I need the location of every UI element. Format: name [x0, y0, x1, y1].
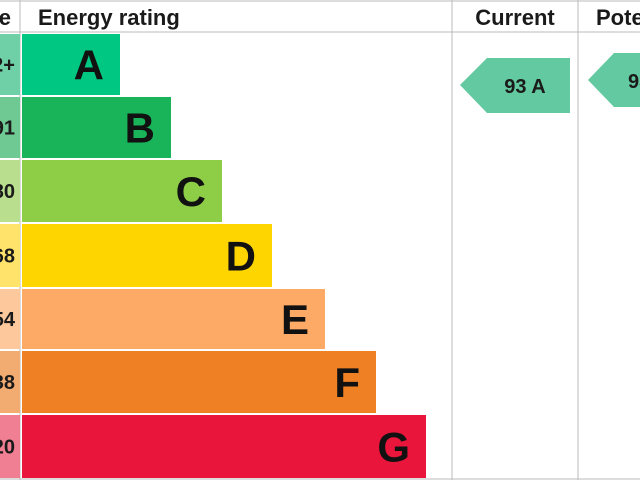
score-cell	[0, 34, 20, 95]
band-letter: A	[74, 42, 104, 89]
band-letter: F	[334, 359, 360, 406]
band-letter: D	[226, 233, 256, 280]
current-header: Current	[475, 5, 555, 30]
rating-band	[22, 415, 426, 478]
score-cell	[0, 160, 20, 222]
current-rating: 93 A	[504, 76, 546, 98]
score-range: 55-68	[0, 246, 15, 268]
score-range: 69-80	[0, 181, 15, 203]
rating-header: Energy rating	[38, 5, 180, 30]
rating-band	[22, 160, 222, 222]
band-letter: B	[125, 105, 155, 152]
score-range: 39-54	[0, 309, 16, 331]
score-range: 21-38	[0, 372, 15, 394]
potential-header: Potential	[596, 5, 640, 30]
score-cell	[0, 97, 20, 158]
rating-band	[22, 289, 325, 349]
band-letter: G	[377, 424, 410, 471]
band-letter: E	[281, 296, 309, 343]
rating-band	[22, 97, 171, 158]
rating-band	[22, 34, 120, 95]
score-range: 92+	[0, 55, 15, 77]
rating-band	[22, 351, 376, 413]
rating-band	[22, 224, 272, 287]
score-cell	[0, 415, 20, 478]
potential-rating: 93 A	[628, 71, 640, 93]
score-header: Score	[0, 5, 11, 30]
score-range: 81-91	[0, 118, 15, 140]
score-range: 1-20	[0, 437, 15, 459]
score-cell	[0, 224, 20, 287]
score-cell	[0, 351, 20, 413]
current-arrow	[460, 58, 570, 113]
score-cell	[0, 289, 20, 349]
potential-arrow	[588, 53, 640, 107]
band-letter: C	[176, 168, 206, 215]
